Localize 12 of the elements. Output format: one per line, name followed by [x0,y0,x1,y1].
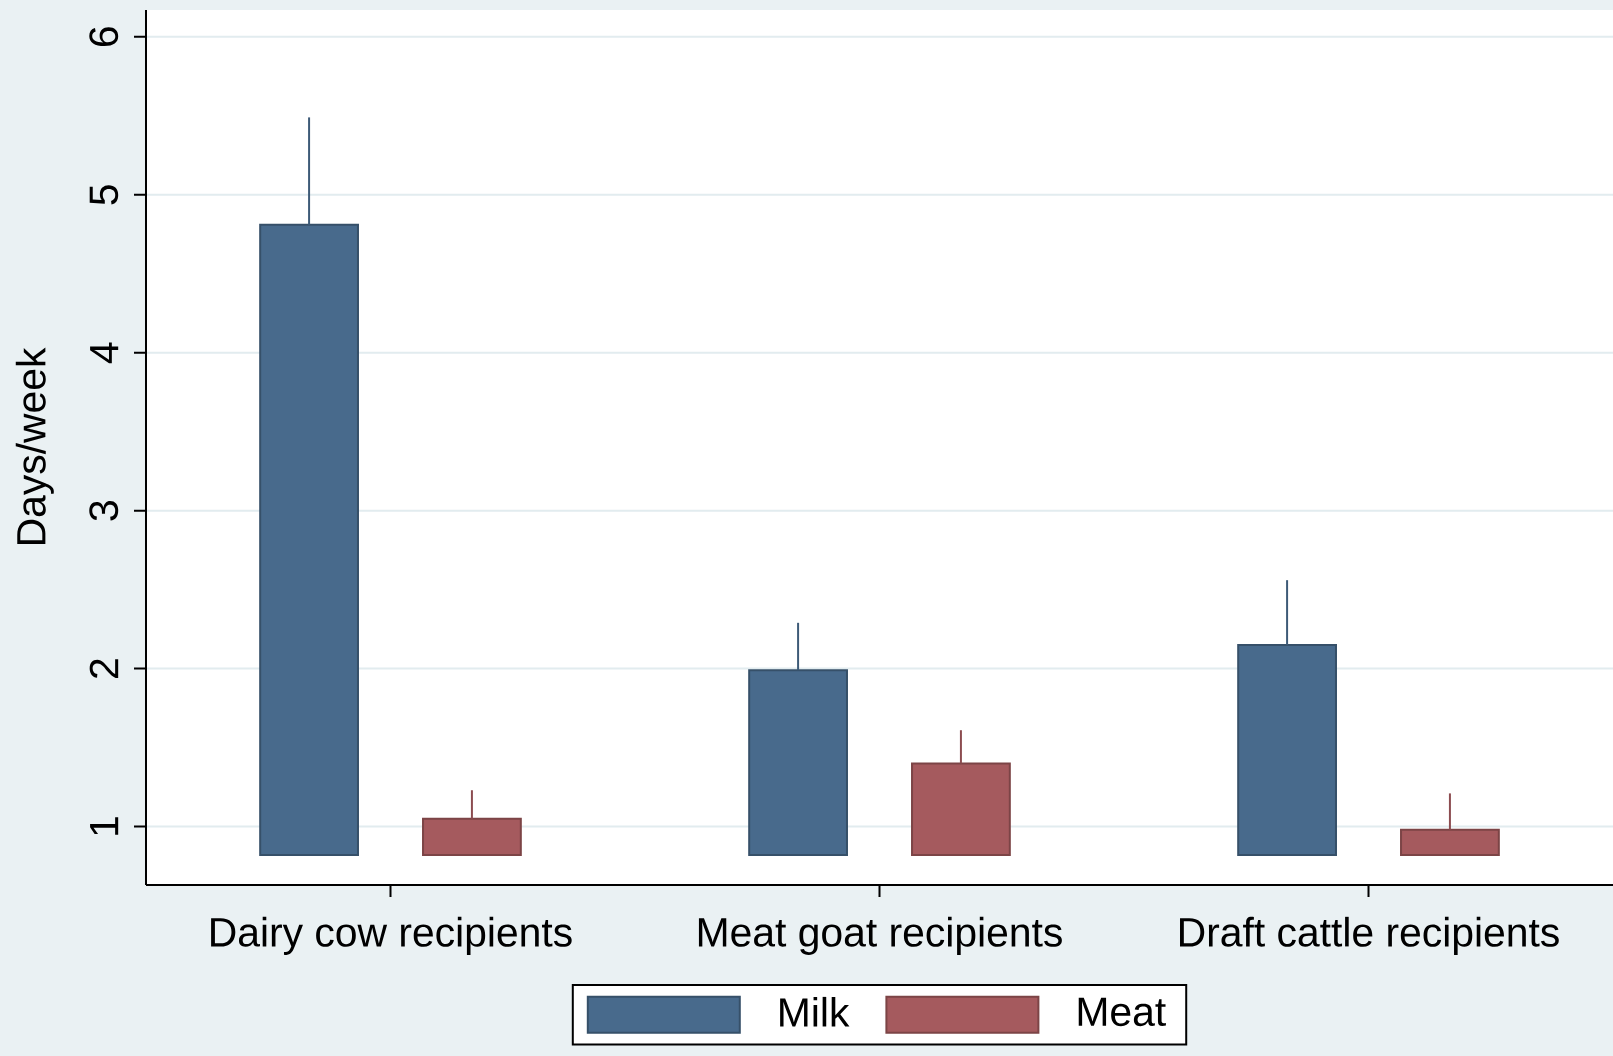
y-tick-label: 6 [89,27,119,47]
legend-label: Milk [780,996,850,1027]
x-tick-label: Dairy cow recipients [211,916,572,955]
x-tick-label: Meat goat recipients [698,916,1062,955]
x-tick-label: Draft cattle recipients [1180,916,1559,955]
y-tick-label: 2 [89,659,119,678]
y-tick-label: 3 [89,501,119,521]
y-tick-label: 1 [90,817,119,835]
y-tick-label: 5 [89,185,119,205]
y-tick-label: 4 [90,342,119,364]
legend-label: Meat [1078,997,1166,1027]
y-axis-title: Days/week [15,347,54,545]
